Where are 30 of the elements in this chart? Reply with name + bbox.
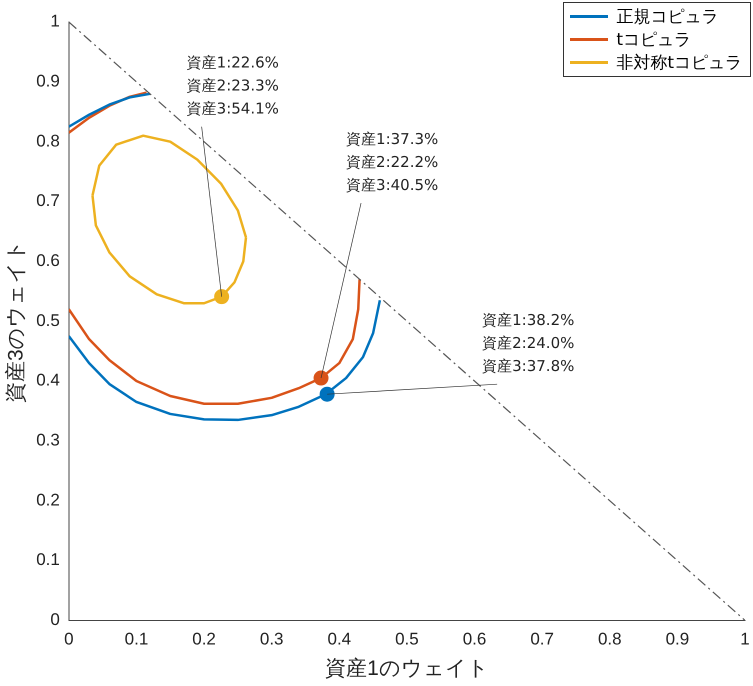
legend-label: tコピュラ	[616, 29, 691, 51]
y-tick-label: 0.4	[36, 370, 60, 390]
legend-label: 正規コピュラ	[616, 6, 718, 28]
x-tick-label: 0.1	[124, 629, 148, 648]
x-tick-label: 0.8	[598, 629, 622, 648]
x-tick-label: 0.2	[192, 629, 216, 648]
annotation: 資産1:38.2% 資産2:24.0% 資産3:37.8%	[482, 311, 574, 376]
x-tick-label: 0.5	[395, 629, 419, 648]
legend-label: 非対称tコピュラ	[616, 52, 742, 74]
y-tick-label: 0.1	[36, 550, 60, 570]
annotation: 資産1:37.3% 資産2:22.2% 資産3:40.5%	[346, 130, 438, 194]
y-tick-label: 0	[50, 610, 60, 630]
y-tick-label: 0.9	[36, 72, 60, 91]
annotation: 資産1:22.6% 資産2:23.3% 資産3:54.1%	[186, 54, 279, 118]
y-tick-label: 0.3	[36, 430, 60, 450]
y-axis-title: 資産3のウェイト	[4, 239, 28, 404]
x-tick-label: 0.4	[327, 629, 352, 648]
x-tick-label: 0.6	[462, 629, 486, 648]
x-tick-label: 0.9	[666, 629, 690, 648]
y-tick-label: 1	[50, 12, 60, 31]
x-tick-label: 1	[740, 629, 750, 648]
y-tick-label: 0.5	[36, 310, 60, 330]
x-tick-label: 0.3	[260, 629, 284, 648]
y-tick-label: 0.2	[36, 490, 60, 510]
x-tick-label: 0	[64, 629, 74, 648]
y-tick-label: 0.7	[36, 191, 60, 210]
x-tick-label: 0.7	[530, 629, 554, 648]
y-tick-label: 0.6	[36, 251, 60, 270]
x-axis-title: 資産1のウェイト	[325, 657, 489, 680]
y-tick-label: 0.8	[36, 131, 60, 150]
